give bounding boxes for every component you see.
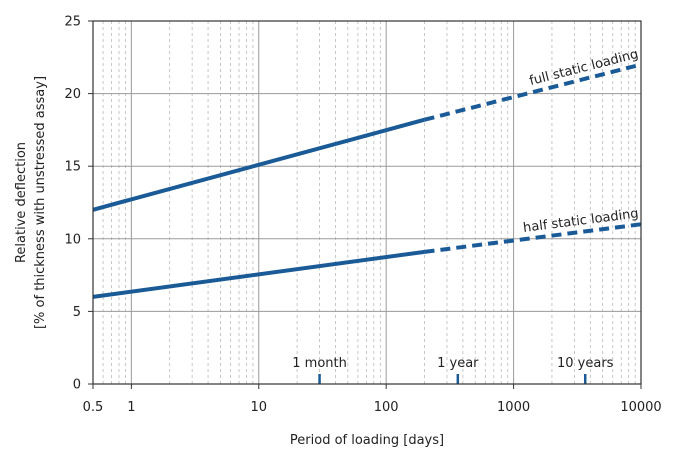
y-tick-label: 20 [64, 87, 81, 102]
x-tick-label: 10000 [620, 400, 661, 415]
y-tick-label: 10 [64, 232, 81, 247]
y-tick-label: 5 [73, 305, 81, 320]
y-axis-title-line1: Relative deflection [14, 142, 29, 263]
series-line-dashed-2 [424, 222, 642, 254]
series-line-solid-1 [92, 117, 426, 212]
x-tick-label: 0.5 [83, 400, 104, 415]
series-label-1: full static loading [528, 47, 640, 89]
ticks: 0.5 1 10 100 1000 10000 0 5 10 15 20 25 [64, 15, 661, 416]
x-tick-label: 10 [250, 400, 267, 415]
y-tick-label: 15 [64, 160, 81, 175]
marks: full static loading half static loading 1 … [92, 47, 642, 384]
series-label-2: half static loading [522, 206, 639, 236]
y-tick-label: 25 [64, 15, 81, 30]
x-tick-label: 1 [127, 400, 135, 415]
annotation-label: 10 years [557, 356, 614, 371]
plot-frame [92, 20, 642, 385]
x-tick-label: 100 [374, 400, 399, 415]
annotation-label: 1 month [292, 356, 347, 371]
y-axis-title-line2: [% of thickness with unstressed assay] [33, 76, 48, 329]
grid [93, 21, 641, 384]
series-line-solid-2 [92, 249, 425, 299]
annotation-label: 1 year [437, 356, 479, 371]
x-tick-label: 1000 [497, 400, 530, 415]
x-axis-title: Period of loading [days] [290, 433, 444, 448]
series-line-dashed-1 [424, 62, 642, 122]
y-tick-label: 0 [73, 378, 81, 393]
